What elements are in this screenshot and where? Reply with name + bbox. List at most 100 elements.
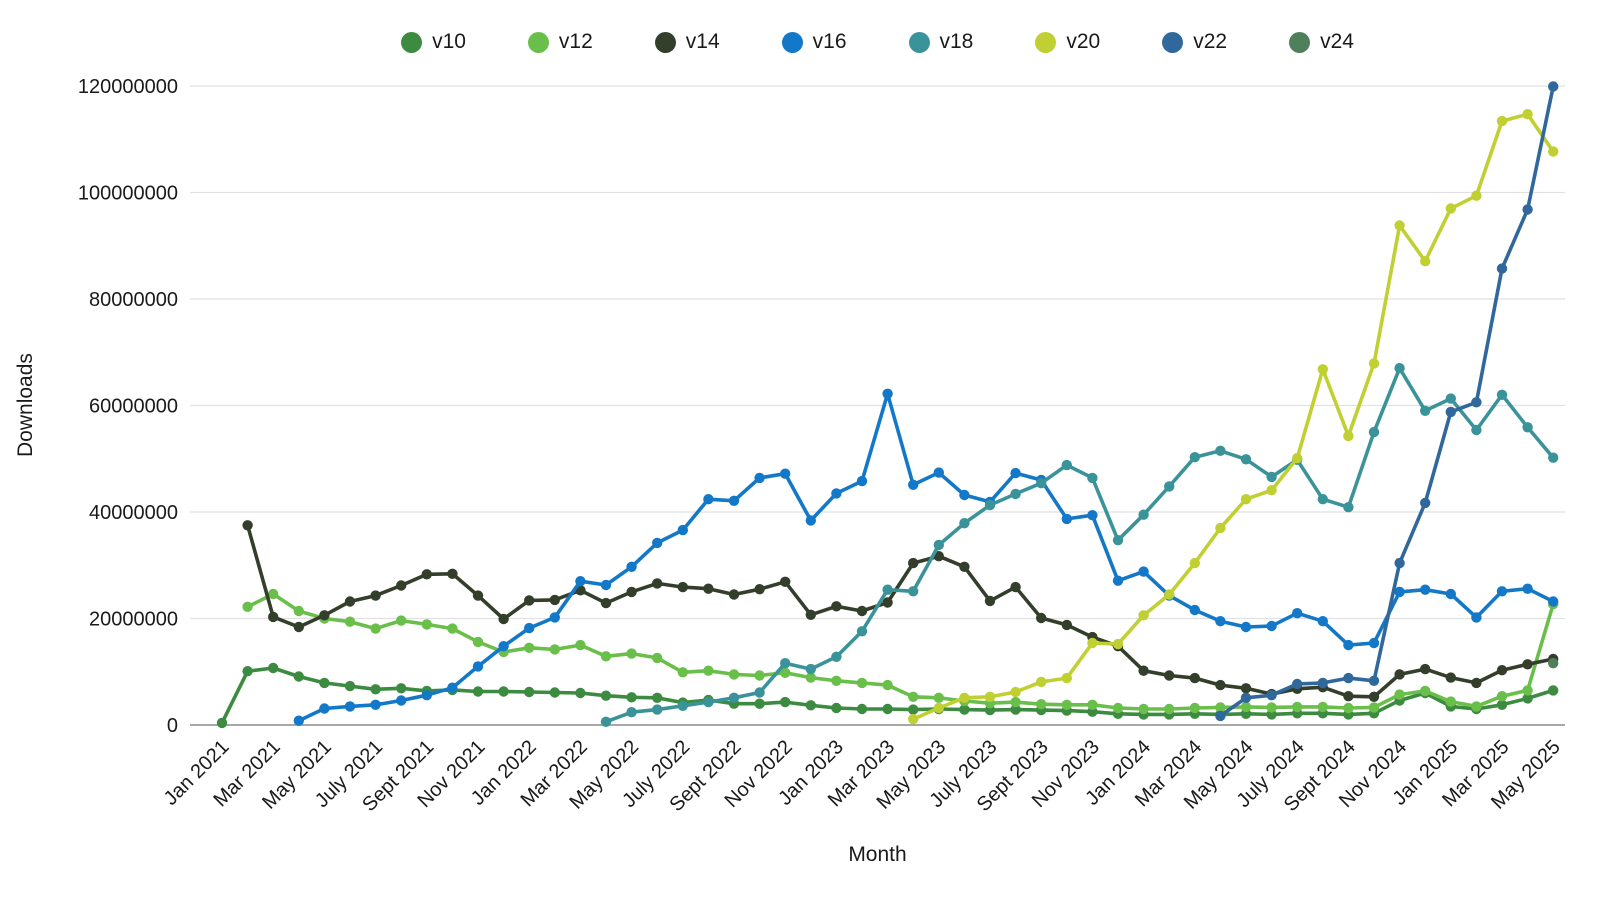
data-point-v12 — [1496, 691, 1508, 702]
data-point-v12 — [933, 692, 944, 703]
data-point-v14 — [1010, 581, 1021, 593]
data-point-v16 — [933, 467, 944, 478]
data-point-v14 — [472, 590, 484, 601]
data-point-v10 — [908, 704, 919, 715]
data-point-v18 — [1394, 363, 1405, 374]
legend-item-v18[interactable]: v18 — [908, 30, 973, 54]
legend-item-v12[interactable]: v12 — [527, 30, 593, 54]
data-point-v12 — [1317, 701, 1329, 713]
data-point-v14 — [1522, 659, 1533, 670]
data-point-v10 — [472, 686, 484, 697]
data-point-v16 — [472, 661, 484, 672]
data-point-v12 — [1420, 685, 1431, 697]
data-point-v12 — [1138, 703, 1149, 715]
data-point-v10 — [268, 662, 279, 674]
data-point-v18 — [908, 586, 919, 597]
series-v20 — [908, 109, 1559, 725]
data-point-v14 — [882, 597, 893, 608]
data-point-v18 — [1548, 452, 1559, 463]
data-point-v14 — [293, 621, 304, 633]
data-point-v12 — [831, 675, 842, 686]
data-point-v18 — [600, 716, 612, 727]
data-point-v22 — [1548, 81, 1559, 92]
data-point-v18 — [1368, 426, 1380, 438]
data-point-v18 — [780, 658, 791, 669]
data-point-v14 — [1394, 669, 1405, 680]
legend-label-v22: v22 — [1193, 30, 1228, 53]
data-point-v16 — [524, 622, 535, 634]
y-axis-title: Downloads — [14, 353, 37, 458]
legend-swatch-v22 — [1162, 31, 1184, 53]
data-point-v12 — [856, 677, 868, 689]
data-point-v12 — [754, 670, 765, 681]
data-point-v12 — [1215, 702, 1226, 713]
legend-item-v16[interactable]: v16 — [781, 30, 847, 54]
data-point-v20 — [1317, 364, 1329, 375]
data-point-v16 — [1240, 621, 1252, 633]
data-point-v20 — [1240, 494, 1252, 505]
legend-item-v10[interactable]: v10 — [401, 30, 466, 54]
data-point-v20 — [959, 692, 970, 703]
data-point-v18 — [1471, 424, 1482, 436]
data-point-v14 — [600, 597, 612, 609]
data-point-v12 — [575, 639, 586, 651]
data-point-v14 — [677, 581, 688, 593]
data-point-v22 — [1522, 204, 1533, 215]
legend-item-v22[interactable]: v22 — [1162, 30, 1227, 54]
data-point-v20 — [1266, 485, 1277, 496]
data-point-v16 — [600, 579, 612, 591]
data-point-v16 — [703, 494, 714, 505]
data-point-v12 — [677, 667, 688, 678]
data-point-v16 — [1368, 637, 1380, 649]
legend-swatch-v24 — [1289, 31, 1311, 53]
data-point-v18 — [1087, 472, 1098, 484]
data-point-v10 — [1522, 693, 1533, 704]
legend-label-v14: v14 — [685, 30, 720, 53]
data-point-v12 — [447, 623, 458, 634]
data-point-v10 — [319, 677, 330, 689]
legend-item-v20[interactable]: v20 — [1035, 30, 1100, 54]
data-point-v10 — [370, 684, 381, 695]
data-point-v22 — [1471, 397, 1482, 408]
data-point-v14 — [984, 595, 996, 607]
y-tick-label: 100000000 — [78, 183, 178, 205]
data-point-v10 — [626, 692, 637, 703]
data-point-v22 — [1317, 677, 1329, 689]
data-point-v18 — [1010, 488, 1021, 500]
y-tick-label: 0 — [167, 715, 178, 737]
data-point-v12 — [600, 651, 612, 662]
data-point-v10 — [549, 687, 560, 698]
data-point-v12 — [344, 616, 356, 627]
data-point-v12 — [1240, 701, 1252, 713]
data-point-v14 — [831, 601, 842, 612]
data-point-v14 — [242, 520, 253, 531]
data-point-v16 — [1317, 616, 1329, 627]
data-point-v16 — [728, 495, 740, 506]
legend: v10 v12 v14 v16 v18 v20 v22 v24 — [190, 30, 1565, 54]
data-point-v20 — [1445, 203, 1457, 214]
data-point-v16 — [344, 701, 356, 712]
data-point-v20 — [1189, 557, 1201, 569]
data-point-v12 — [1189, 702, 1201, 714]
data-point-v20 — [1061, 672, 1073, 684]
data-point-v22 — [1343, 672, 1354, 684]
data-point-v16 — [1522, 583, 1533, 594]
data-point-v18 — [1189, 452, 1201, 463]
data-point-v14 — [1061, 619, 1073, 631]
data-point-v12 — [1522, 685, 1533, 696]
y-tick-label: 120000000 — [78, 76, 178, 98]
legend-item-v24[interactable]: v24 — [1289, 30, 1354, 54]
data-point-v10 — [831, 702, 842, 714]
data-point-v24 — [1548, 658, 1559, 669]
data-point-v18 — [984, 499, 996, 511]
data-point-v14 — [344, 596, 356, 607]
data-point-v16 — [1138, 566, 1149, 577]
legend-item-v14[interactable]: v14 — [654, 30, 720, 54]
series-line-v20 — [911, 112, 1555, 721]
data-point-v18 — [1522, 422, 1533, 433]
data-point-v14 — [754, 584, 765, 595]
data-point-v14 — [1420, 663, 1431, 675]
data-point-v20 — [1215, 522, 1226, 534]
data-point-v16 — [421, 690, 432, 701]
